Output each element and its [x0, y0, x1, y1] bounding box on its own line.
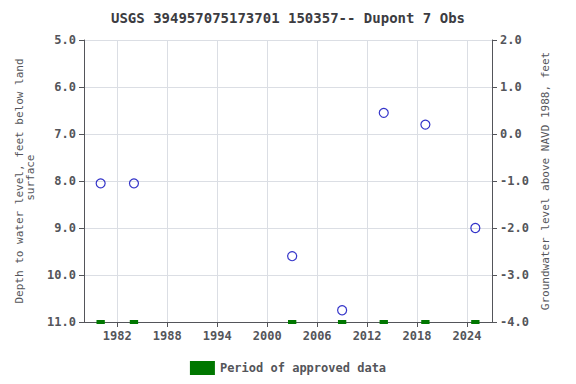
svg-text:-2.0: -2.0	[500, 221, 529, 235]
svg-text:2024: 2024	[453, 329, 482, 343]
svg-text:2.0: 2.0	[500, 33, 522, 47]
svg-text:7.0: 7.0	[54, 127, 76, 141]
svg-text:surface: surface	[24, 155, 37, 208]
svg-text:-1.0: -1.0	[500, 174, 529, 188]
svg-text:5.0: 5.0	[54, 33, 76, 47]
svg-text:Period of approved data: Period of approved data	[220, 361, 386, 375]
svg-text:USGS 394957075173701 150357--: USGS 394957075173701 150357-- Dupont 7 O…	[111, 10, 465, 26]
svg-text:2006: 2006	[303, 329, 332, 343]
svg-text:11.0: 11.0	[47, 315, 76, 329]
svg-text:2018: 2018	[403, 329, 432, 343]
svg-text:1988: 1988	[153, 329, 182, 343]
svg-text:Depth to water level, feet bel: Depth to water level, feet below land	[13, 58, 27, 304]
svg-text:Groundwater level above NAVD 1: Groundwater level above NAVD 1988, feet	[539, 52, 552, 310]
svg-text:8.0: 8.0	[54, 174, 76, 188]
svg-text:1982: 1982	[103, 329, 132, 343]
svg-text:1.0: 1.0	[500, 80, 522, 94]
svg-text:1994: 1994	[203, 329, 232, 343]
svg-text:2000: 2000	[253, 329, 282, 343]
svg-text:-4.0: -4.0	[500, 315, 529, 329]
svg-text:6.0: 6.0	[54, 80, 76, 94]
svg-text:0.0: 0.0	[500, 127, 522, 141]
svg-text:9.0: 9.0	[54, 221, 76, 235]
svg-text:10.0: 10.0	[47, 268, 76, 282]
svg-text:2012: 2012	[353, 329, 382, 343]
svg-text:-3.0: -3.0	[500, 268, 529, 282]
